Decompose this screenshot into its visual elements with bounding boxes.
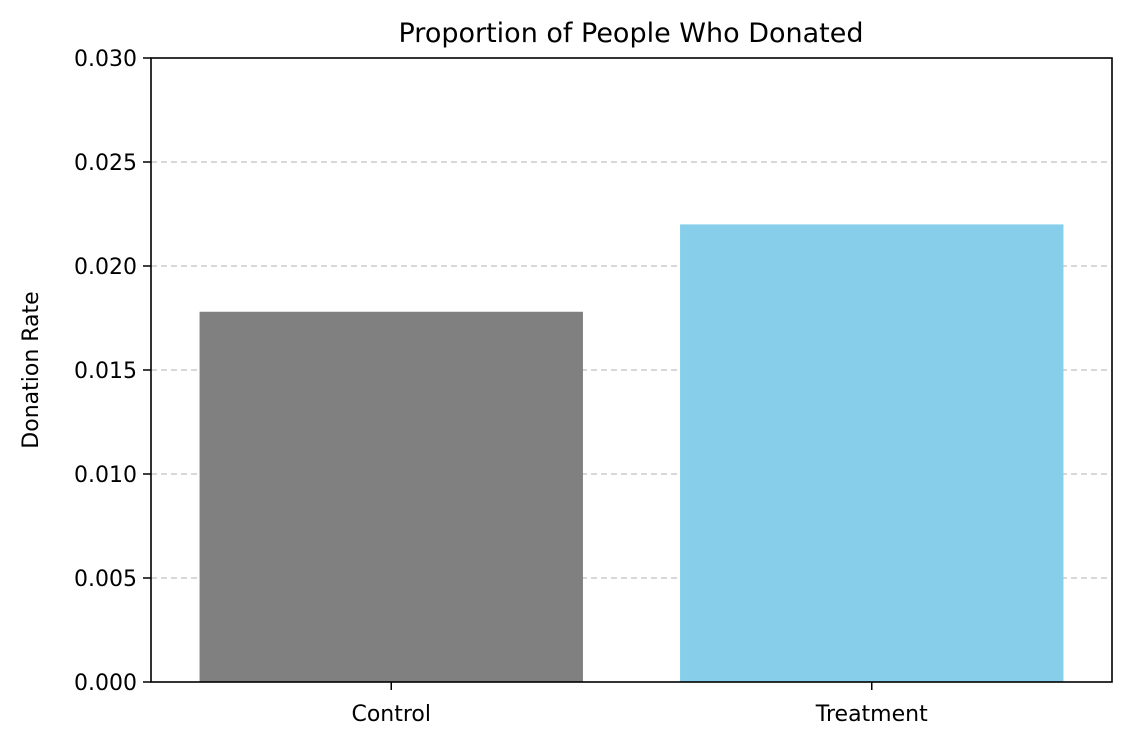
- plot-frame: [150, 57, 1113, 683]
- bar-treatment: [680, 224, 1064, 682]
- x-tick-label: Treatment: [815, 702, 928, 727]
- y-axis-label: Donation Rate: [19, 291, 44, 448]
- chart-title: Proportion of People Who Donated: [399, 18, 864, 49]
- y-tick-label: 0.000: [74, 671, 137, 696]
- y-tick-label: 0.030: [74, 47, 137, 72]
- y-tick-label: 0.025: [74, 151, 137, 176]
- bars: [199, 224, 1064, 682]
- y-tick-label: 0.005: [74, 567, 137, 592]
- x-tick-label: Control: [351, 702, 431, 727]
- y-tick-label: 0.020: [74, 255, 137, 280]
- y-tick-label: 0.015: [74, 359, 137, 384]
- y-tick-label: 0.010: [74, 463, 137, 488]
- axes: 0.000 0.005 0.010 0.015 0.020 0.025 0.030 Contr…: [74, 47, 1113, 727]
- bar-control: [199, 311, 583, 682]
